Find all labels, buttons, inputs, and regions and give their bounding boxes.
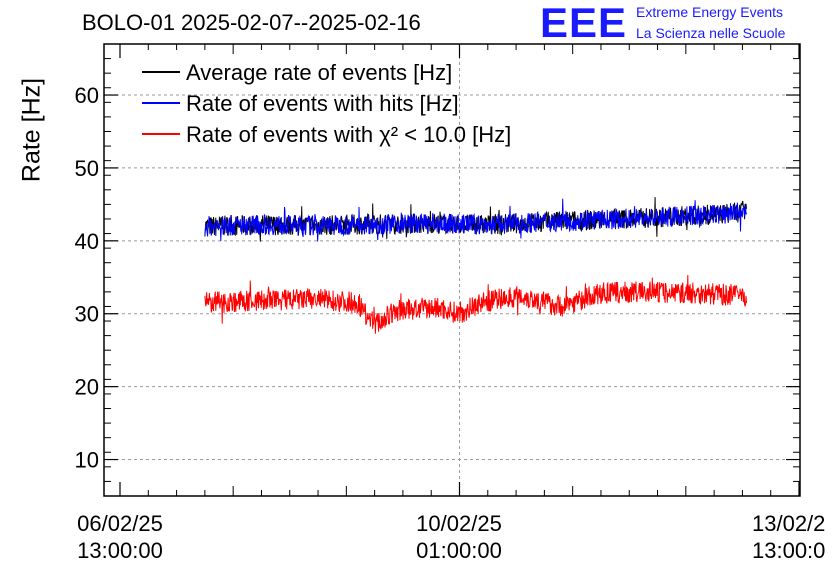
series-layer [204, 197, 747, 334]
y-tick-label: 40 [75, 229, 99, 254]
eee-logo: EEE [540, 0, 628, 46]
legend-label-hits: Rate of events with hits [Hz] [186, 91, 459, 116]
x-tick-label-2: 13/02/2 13:00:0 [752, 510, 825, 564]
legend-label-chi2: Rate of events with χ² < 10.0 [Hz] [186, 122, 511, 147]
y-tick-label: 50 [75, 156, 99, 181]
x-tick-time-1: 01:00:00 [416, 538, 502, 563]
y-tick-label: 20 [75, 375, 99, 400]
x-tick-time-2: 13:00:0 [752, 538, 826, 563]
x-tick-date-0: 06/02/25 [77, 511, 163, 536]
logo-subtitle-line2: La Scienza nelle Scuole [636, 25, 786, 41]
y-tick-label: 10 [75, 448, 99, 473]
series-line-hits [204, 198, 747, 242]
x-tick-date-1: 10/02/25 [416, 511, 502, 536]
series-line-chi2 [204, 274, 747, 334]
logo-subtitle-line1: Extreme Energy Events [636, 4, 784, 20]
legend: Average rate of events [Hz] Rate of even… [142, 60, 511, 147]
x-tick-label-1: 10/02/25 01:00:00 [416, 510, 502, 564]
plot-frame [103, 43, 801, 497]
x-tick-date-2: 13/02/2 [752, 511, 826, 536]
chart-title: BOLO-01 2025-02-07--2025-02-16 [82, 10, 421, 35]
x-tick-time-0: 13:00:00 [77, 538, 163, 563]
x-tick-label-0: 06/02/25 13:00:00 [77, 510, 163, 564]
y-axis-label: Rate [Hz] [17, 77, 46, 183]
axis-ticks: 10 20 30 40 50 60 [75, 43, 800, 497]
y-tick-label: 30 [75, 302, 99, 327]
y-tick-label: 60 [75, 83, 99, 108]
legend-label-average: Average rate of events [Hz] [186, 60, 452, 85]
